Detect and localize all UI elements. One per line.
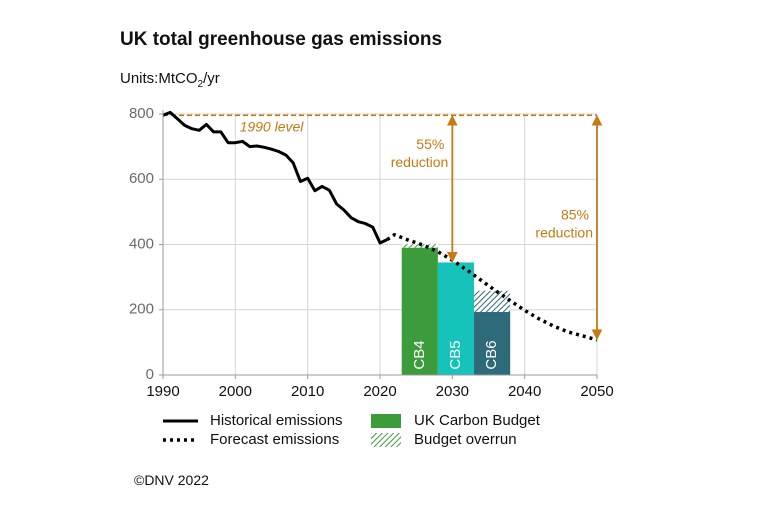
y-tick-label-600: 600 xyxy=(129,170,154,187)
reduction-percent-85pct: 85% xyxy=(561,207,589,223)
units-prefix: Units: xyxy=(120,70,159,87)
units-suffix: /yr xyxy=(203,70,220,87)
x-tick-label-2040: 2040 xyxy=(508,383,541,400)
budget-bar-cb6 xyxy=(474,312,511,375)
reduction-text-85pct: reduction xyxy=(535,225,593,241)
reference-line-label: 1990 level xyxy=(240,118,305,134)
legend-label-forecast: Forecast emissions xyxy=(210,431,340,448)
legend-label-carbon-budget: UK Carbon Budget xyxy=(414,412,540,429)
y-tick-label-400: 400 xyxy=(129,235,154,252)
budget-label-cb5: CB5 xyxy=(447,340,464,369)
y-tick-label-200: 200 xyxy=(129,301,154,318)
y-tick-label-0: 0 xyxy=(146,366,154,383)
legend-label-historical: Historical emissions xyxy=(210,412,343,429)
legend-swatch-carbon-budget xyxy=(371,414,401,428)
x-tick-label-1990: 1990 xyxy=(146,383,179,400)
units-main: MtCO xyxy=(158,70,198,87)
reduction-percent-55pct: 55% xyxy=(416,136,444,152)
budget-overrun-cb6 xyxy=(474,290,511,313)
legend-label-budget-overrun: Budget overrun xyxy=(414,431,517,448)
series-historical-emissions xyxy=(162,110,388,245)
x-tick-label-2030: 2030 xyxy=(436,383,469,400)
budget-bar-cb5 xyxy=(437,262,475,375)
x-tick-label-2020: 2020 xyxy=(363,383,396,400)
budget-label-cb6: CB6 xyxy=(483,340,500,369)
x-tick-label-2000: 2000 xyxy=(219,383,252,400)
copyright-notice: ©DNV 2022 xyxy=(134,472,209,488)
budget-label-cb4: CB4 xyxy=(411,340,428,369)
units-subscript: 2 xyxy=(197,79,204,90)
budget-bar-cb4 xyxy=(401,247,438,375)
x-tick-label-2050: 2050 xyxy=(580,383,613,400)
chart-title: UK total greenhouse gas emissions xyxy=(120,29,443,50)
x-tick-label-2010: 2010 xyxy=(291,383,324,400)
y-tick-label-800: 800 xyxy=(129,105,154,122)
units-label: Units:MtCO2/yr xyxy=(120,70,220,90)
legend-swatch-budget-overrun xyxy=(371,433,401,447)
reduction-text-55pct: reduction xyxy=(391,154,449,170)
